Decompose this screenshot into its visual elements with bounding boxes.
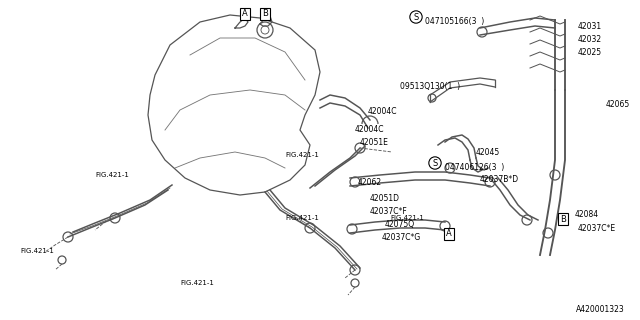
Text: FIG.421-1: FIG.421-1 [20, 248, 54, 254]
Text: FIG.421-1: FIG.421-1 [95, 172, 129, 178]
Text: A: A [446, 229, 452, 238]
Text: 42037C*F: 42037C*F [370, 207, 408, 216]
Text: 047105166(3  ): 047105166(3 ) [425, 17, 484, 26]
Text: B: B [262, 10, 268, 19]
Text: 42045: 42045 [476, 148, 500, 157]
Text: 42031: 42031 [578, 22, 602, 31]
Text: S: S [433, 158, 438, 167]
Text: B: B [560, 214, 566, 223]
Text: 42032: 42032 [578, 35, 602, 44]
Text: FIG.421-1: FIG.421-1 [285, 152, 319, 158]
Text: 42051E: 42051E [360, 138, 389, 147]
Text: 09513Q130(1  ): 09513Q130(1 ) [400, 82, 460, 91]
Text: FIG.421-1: FIG.421-1 [285, 215, 319, 221]
Text: 42037C*G: 42037C*G [382, 233, 421, 242]
Text: 42051D: 42051D [370, 194, 400, 203]
Text: A420001323: A420001323 [576, 305, 625, 314]
Text: 047406126(3  ): 047406126(3 ) [445, 163, 504, 172]
Text: A: A [242, 10, 248, 19]
Text: FIG.421-1: FIG.421-1 [390, 215, 424, 221]
Text: 42084: 42084 [575, 210, 599, 219]
Text: 42004C: 42004C [355, 125, 385, 134]
Text: 42025: 42025 [578, 48, 602, 57]
Text: 42037C*E: 42037C*E [578, 224, 616, 233]
Text: S: S [413, 12, 419, 21]
Text: 42065: 42065 [606, 100, 630, 109]
Text: 42004C: 42004C [368, 107, 397, 116]
Text: 42062: 42062 [358, 178, 382, 187]
Text: 42075Q: 42075Q [385, 220, 415, 229]
Text: 42037B*D: 42037B*D [480, 175, 519, 184]
Text: FIG.421-1: FIG.421-1 [180, 280, 214, 286]
